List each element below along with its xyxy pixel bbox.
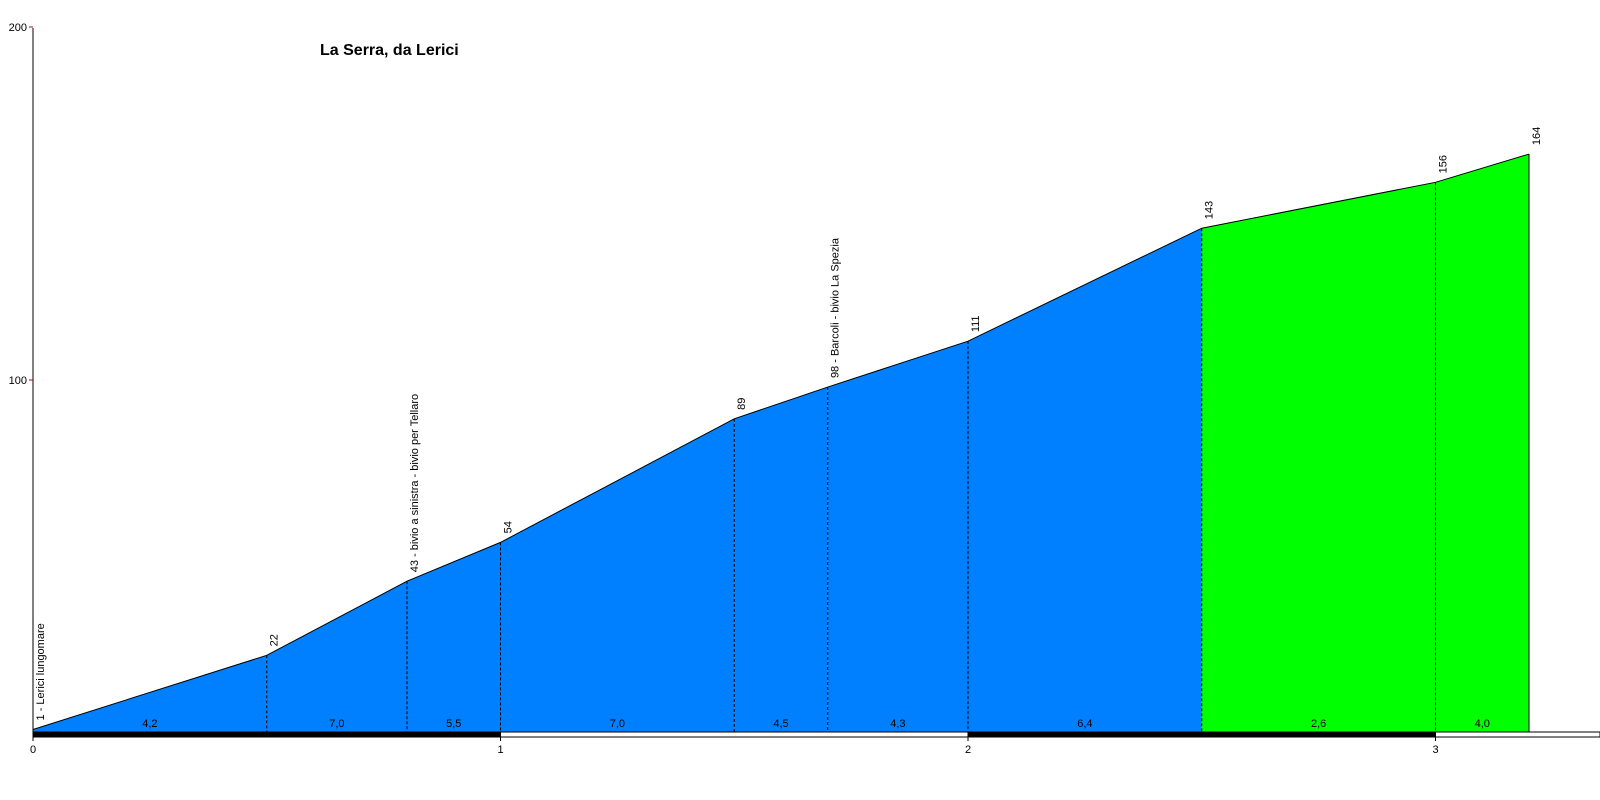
waypoint-label-9: 156 [1438, 155, 1450, 173]
waypoint-label-7: 111 [970, 315, 982, 332]
axes: 100 200 0 1 2 3 [9, 22, 1439, 756]
gradient-label-7: 6,4 [1077, 718, 1092, 730]
area-segment-3 [407, 542, 501, 733]
km-bar-segment-2 [500, 731, 969, 738]
profile-line [32, 153, 1530, 730]
waypoint-label-8: 143 [1204, 201, 1216, 219]
area-segment-5 [734, 387, 828, 733]
area-segment-6 [827, 341, 968, 733]
km-bar-segment-4 [1435, 731, 1600, 738]
area-segment-4 [500, 418, 735, 733]
gradient-label-9: 4,0 [1475, 718, 1490, 730]
waypoint-label-4: 54 [503, 521, 515, 533]
waypoint-markers [266, 154, 1530, 733]
y-tick-label-2: 200 [9, 22, 27, 34]
waypoint-label-6: 98 - Barcoli - bivio La Spezia [830, 237, 842, 378]
gradient-label-2: 7,0 [329, 718, 344, 730]
area-segment-2 [266, 581, 407, 733]
elevation-areas [32, 153, 1530, 733]
km-scale-bar [32, 731, 1600, 738]
waypoint-labels: 1 - Lerici lungomare 22 43 - bivio a sinis… [35, 127, 1543, 721]
area-segment-1 [33, 655, 267, 733]
area-segment-8 [1201, 182, 1436, 733]
km-bar-segment-1 [32, 731, 501, 738]
x-tick-label-3: 2 [965, 744, 971, 756]
gradient-label-8: 2,6 [1311, 718, 1326, 730]
gradient-label-3: 5,5 [446, 718, 461, 730]
waypoint-label-2: 22 [269, 634, 281, 646]
waypoint-label-5: 89 [736, 398, 748, 410]
gradient-labels: 4,2 7,0 5,5 7,0 4,5 4,3 6,4 2,6 4,0 [142, 718, 1490, 730]
gradient-label-6: 4,3 [890, 718, 905, 730]
gradient-label-5: 4,5 [773, 718, 788, 730]
waypoint-label-1: 1 - Lerici lungomare [35, 623, 47, 720]
chart-title: La Serra, da Lerici [320, 42, 459, 59]
gradient-label-4: 7,0 [610, 718, 625, 730]
area-segment-9 [1435, 154, 1529, 733]
area-segment-7 [968, 228, 1202, 733]
x-tick-label-1: 0 [30, 744, 36, 756]
waypoint-label-3: 43 - bivio a sinistra - bivio per Tellar… [409, 394, 421, 572]
waypoint-label-10: 164 [1531, 127, 1543, 145]
x-tick-label-4: 3 [1432, 744, 1438, 756]
x-tick-label-2: 1 [497, 744, 503, 756]
gradient-label-1: 4,2 [142, 718, 157, 730]
y-tick-label-1: 100 [9, 375, 27, 387]
km-bar-segment-3 [967, 731, 1436, 738]
